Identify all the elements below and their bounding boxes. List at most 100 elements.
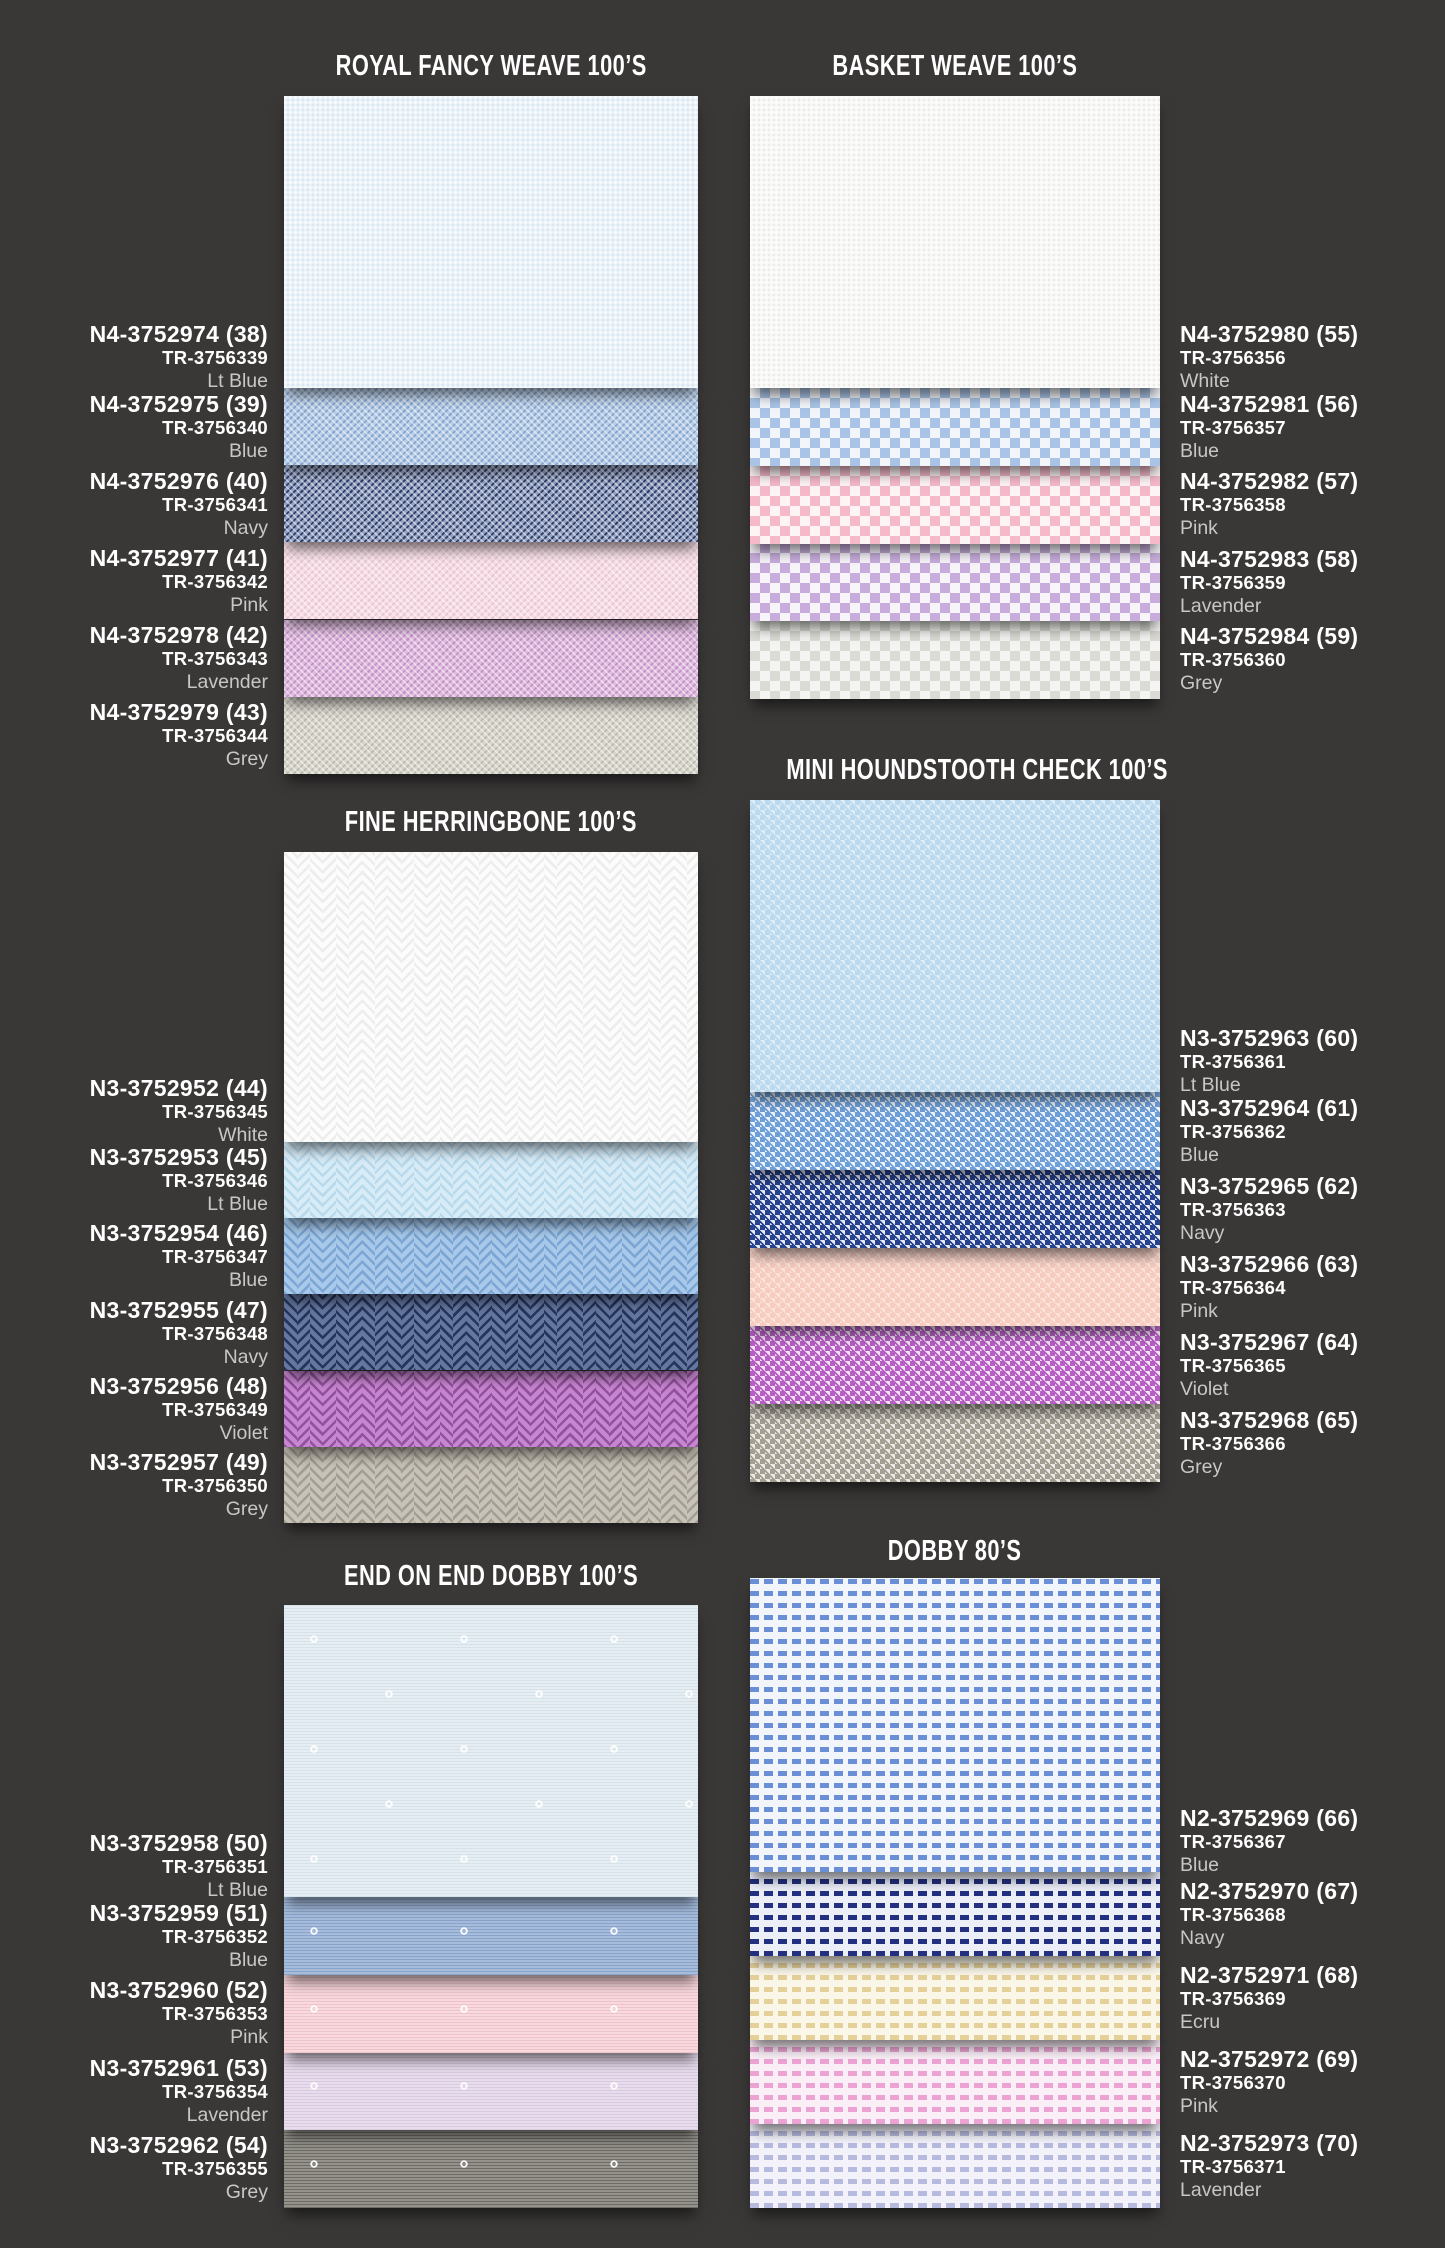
tr-number: TR-3756366 [1180, 1433, 1286, 1454]
swatch-label: N3-3752956 (48) TR-3756349 Violet [30, 1374, 268, 1445]
color-name: Grey [1180, 672, 1223, 694]
swatch-label: N3-3752955 (47) TR-3756348 Navy [30, 1298, 268, 1369]
style-number: N3-3752953 (45) [89, 1144, 268, 1170]
fabric-swatch-end-on-end-dobby-1 [284, 1897, 698, 1975]
section-title-text: END ON END DOBBY 100’S [343, 1558, 639, 1592]
fabric-swatch-basket-weave-0 [750, 96, 1160, 388]
style-number: N4-3752976 (40) [89, 468, 268, 494]
tr-number: TR-3756370 [1180, 2072, 1286, 2093]
tr-number: TR-3756344 [162, 725, 268, 746]
style-number: N4-3752979 (43) [89, 699, 268, 725]
tr-number: TR-3756357 [1180, 417, 1286, 438]
swatch-label: N3-3752958 (50) TR-3756351 Lt Blue [30, 1831, 268, 1902]
section-title-basket-weave: BASKET WEAVE 100’S [750, 48, 1160, 82]
fabric-swatch-dobby-80s-4 [750, 2124, 1160, 2208]
color-name: Lavender [186, 671, 268, 693]
swatch-label: N3-3752967 (64) TR-3756365 Violet [1180, 1330, 1436, 1401]
tr-number: TR-3756342 [162, 571, 268, 592]
swatch-label: N3-3752961 (53) TR-3756354 Lavender [30, 2056, 268, 2127]
style-number: N3-3752958 (50) [89, 1830, 268, 1856]
tr-number: TR-3756369 [1180, 1988, 1286, 2009]
tr-number: TR-3756356 [1180, 347, 1286, 368]
color-name: Blue [1180, 1144, 1220, 1166]
tr-number: TR-3756365 [1180, 1355, 1286, 1376]
fabric-swatch-fine-herringbone-3 [284, 1294, 698, 1370]
fabric-swatch-end-on-end-dobby-2 [284, 1975, 698, 2053]
color-name: Pink [230, 594, 268, 616]
style-number: N2-3752969 (66) [1180, 1805, 1359, 1831]
fabric-swatch-royal-fancy-weave-0 [284, 96, 698, 388]
style-number: N3-3752959 (51) [89, 1900, 268, 1926]
fabric-swatch-royal-fancy-weave-2 [284, 465, 698, 542]
swatch-label: N3-3752957 (49) TR-3756350 Grey [30, 1450, 268, 1521]
color-name: Lavender [1180, 2179, 1262, 2201]
style-number: N3-3752966 (63) [1180, 1251, 1359, 1277]
fabric-swatch-basket-weave-4 [750, 621, 1160, 699]
swatch-label: N4-3752974 (38) TR-3756339 Lt Blue [30, 322, 268, 393]
style-number: N3-3752968 (65) [1180, 1407, 1359, 1433]
color-name: Blue [228, 1269, 268, 1291]
swatch-label: N3-3752959 (51) TR-3756352 Blue [30, 1901, 268, 1972]
fabric-swatch-fine-herringbone-5 [284, 1447, 698, 1523]
style-number: N2-3752970 (67) [1180, 1878, 1359, 1904]
style-number: N3-3752955 (47) [89, 1297, 268, 1323]
color-name: Navy [223, 517, 268, 539]
swatch-label: N4-3752978 (42) TR-3756343 Lavender [30, 623, 268, 694]
swatch-label: N3-3752964 (61) TR-3756362 Blue [1180, 1096, 1436, 1167]
color-name: Ecru [1180, 2011, 1221, 2033]
tr-number: TR-3756346 [162, 1170, 268, 1191]
section-title-end-on-end-dobby: END ON END DOBBY 100’S [284, 1558, 698, 1592]
color-name: Lt Blue [207, 1193, 268, 1215]
tr-number: TR-3756353 [162, 2003, 268, 2024]
tr-number: TR-3756368 [1180, 1904, 1286, 1925]
fabric-swatch-dobby-80s-2 [750, 1956, 1160, 2040]
color-name: Navy [1180, 1222, 1225, 1244]
swatch-label: N4-3752982 (57) TR-3756358 Pink [1180, 469, 1436, 540]
tr-number: TR-3756348 [162, 1323, 268, 1344]
color-name: Lavender [186, 2104, 268, 2126]
fabric-swatch-fine-herringbone-2 [284, 1218, 698, 1294]
color-name: White [1180, 370, 1230, 392]
fabric-swatch-mini-houndstooth-check-4 [750, 1326, 1160, 1404]
section-title-mini-houndstooth-check: MINI HOUNDSTOOTH CHECK 100’S [750, 752, 1167, 786]
section-title-dobby-80s: DOBBY 80’S [750, 1533, 1160, 1567]
style-number: N3-3752960 (52) [89, 1977, 268, 2003]
swatch-label: N4-3752976 (40) TR-3756341 Navy [30, 469, 268, 540]
swatch-label: N3-3752963 (60) TR-3756361 Lt Blue [1180, 1026, 1436, 1097]
color-name: Blue [1180, 440, 1220, 462]
fabric-swatch-basket-weave-2 [750, 466, 1160, 544]
tr-number: TR-3756361 [1180, 1051, 1286, 1072]
color-name: Pink [1180, 1300, 1218, 1322]
section-title-text: DOBBY 80’S [888, 1533, 1022, 1567]
tr-number: TR-3756340 [162, 417, 268, 438]
style-number: N4-3752982 (57) [1180, 468, 1359, 494]
fabric-swatch-mini-houndstooth-check-3 [750, 1248, 1160, 1326]
style-number: N4-3752983 (58) [1180, 546, 1359, 572]
fabric-swatch-fine-herringbone-1 [284, 1142, 698, 1218]
color-name: Violet [1180, 1378, 1229, 1400]
tr-number: TR-3756363 [1180, 1199, 1286, 1220]
color-name: Lt Blue [207, 370, 268, 392]
color-name: Blue [228, 440, 268, 462]
color-name: Navy [1180, 1927, 1225, 1949]
tr-number: TR-3756343 [162, 648, 268, 669]
fabric-swatch-mini-houndstooth-check-5 [750, 1404, 1160, 1482]
style-number: N3-3752967 (64) [1180, 1329, 1359, 1355]
style-number: N4-3752977 (41) [89, 545, 268, 571]
swatch-label: N2-3752971 (68) TR-3756369 Ecru [1180, 1963, 1436, 2034]
style-number: N3-3752965 (62) [1180, 1173, 1359, 1199]
fabric-swatch-end-on-end-dobby-0 [284, 1605, 698, 1897]
tr-number: TR-3756351 [162, 1856, 268, 1877]
color-name: Pink [1180, 2095, 1218, 2117]
section-title-text: BASKET WEAVE 100’S [832, 48, 1078, 82]
swatch-label: N2-3752973 (70) TR-3756371 Lavender [1180, 2131, 1436, 2202]
section-title-text: FINE HERRINGBONE 100’S [344, 804, 638, 838]
tr-number: TR-3756355 [162, 2158, 268, 2179]
style-number: N3-3752957 (49) [89, 1449, 268, 1475]
color-name: Grey [225, 1498, 268, 1520]
swatch-label: N2-3752969 (66) TR-3756367 Blue [1180, 1806, 1436, 1877]
tr-number: TR-3756349 [162, 1399, 268, 1420]
swatch-label: N3-3752966 (63) TR-3756364 Pink [1180, 1252, 1436, 1323]
fabric-swatch-dobby-80s-0 [750, 1578, 1160, 1872]
tr-number: TR-3756367 [1180, 1831, 1286, 1852]
